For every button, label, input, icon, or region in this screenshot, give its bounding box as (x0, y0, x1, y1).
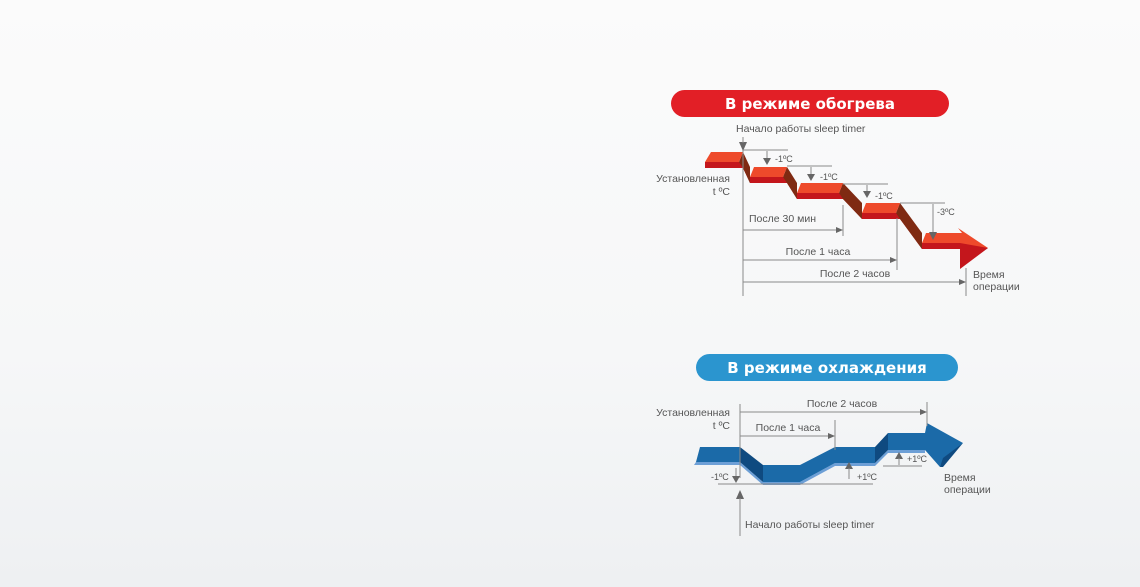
heating-title: В режиме обогрева (725, 95, 895, 113)
step-down-arrow-icon (929, 232, 937, 240)
cooling-after-1h-label: После 1 часа (756, 422, 821, 434)
heating-after-2h-label: После 2 часов (820, 268, 891, 280)
step-up-arrow-icon (845, 462, 853, 469)
heating-after-30-label: После 30 мин (749, 213, 816, 225)
heating-start-arrow-icon (739, 142, 747, 151)
cooling-start-arrow-icon (736, 490, 744, 499)
cooling-set-temp-label: Установленная (656, 407, 730, 419)
cooling-title-pill (696, 354, 958, 381)
step-down-arrow-icon (763, 158, 771, 165)
cooling-arrow-head (925, 423, 963, 467)
heating-staircase (705, 152, 988, 269)
heating-after-1h-label: После 1 часа (786, 246, 851, 258)
cooling-start-label: Начало работы sleep timer (745, 519, 875, 531)
cooling-step-2-label: +1ºC (857, 472, 878, 482)
step-up-arrow-icon (895, 452, 903, 459)
cooling-title: В режиме охлаждения (727, 359, 926, 377)
step-down-arrow-icon (732, 476, 740, 483)
cooling-set-temp-unit: t ºC (713, 420, 731, 432)
heating-set-temp-label: Установленная (656, 173, 730, 185)
cooling-after-2h-label: После 2 часов (807, 398, 878, 410)
heating-step-2-label: -1ºC (820, 172, 838, 182)
heating-step-3-label: -1ºC (875, 191, 893, 201)
heating-step-4-label: -3ºC (937, 207, 955, 217)
step-down-arrow-icon (807, 174, 815, 181)
cooling-step-1-label: -1ºC (711, 472, 729, 482)
heating-diagram: В режиме обогрева Начало работы sleep ti… (656, 90, 1020, 296)
heating-step-1-label: -1ºC (775, 154, 793, 164)
heating-time-label: Время (973, 269, 1005, 281)
heating-title-pill (671, 90, 949, 117)
cooling-diagram: В режиме охлаждения Установленная t ºC П… (656, 354, 991, 536)
cooling-step-3-label: +1ºC (907, 454, 928, 464)
cooling-time-label: Время (944, 472, 976, 484)
heating-set-temp-unit: t ºC (713, 186, 731, 198)
heating-start-label: Начало работы sleep timer (736, 123, 866, 135)
step-down-arrow-icon (863, 191, 871, 198)
cooling-time-label-2: операции (944, 484, 991, 496)
cooling-band (694, 423, 963, 485)
heating-time-label-2: операции (973, 281, 1020, 293)
